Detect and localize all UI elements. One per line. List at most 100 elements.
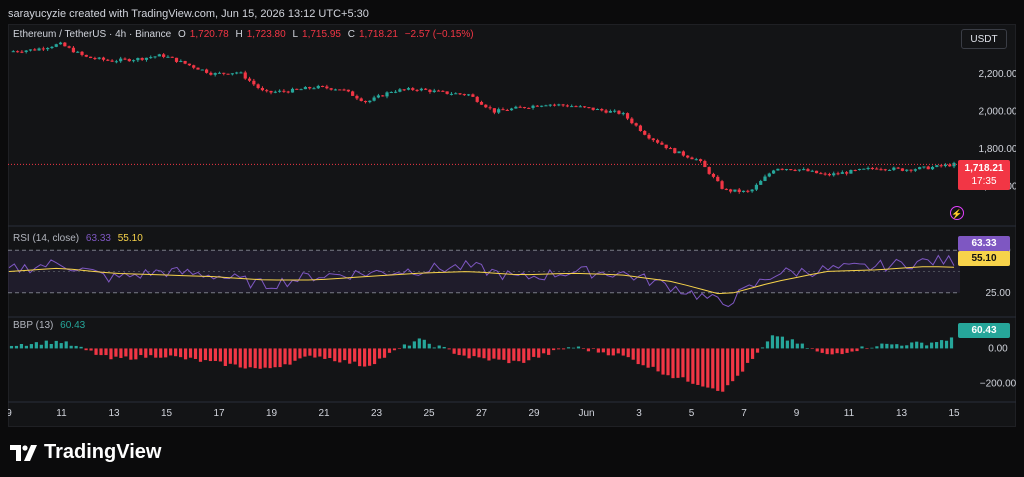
candle-body [381, 95, 385, 97]
bbp-bar [124, 348, 128, 357]
bbp-bar [865, 348, 869, 350]
bbp-bar [641, 348, 645, 366]
candle-body [930, 166, 935, 170]
bbp-bar [89, 348, 93, 351]
close-label: C [347, 29, 355, 40]
candle-body [793, 169, 797, 171]
bbp-bar [109, 348, 113, 360]
bbp-legend-value: 60.43 [60, 320, 86, 331]
time-axis-label: 17 [213, 408, 225, 419]
candle-body [668, 148, 673, 150]
candle-body [385, 92, 389, 97]
tradingview-logo[interactable]: TradingView [10, 441, 161, 464]
candle-body [458, 93, 462, 95]
candle-body [720, 181, 724, 189]
rsi-legend[interactable]: RSI (14, close) 63.33 55.10 [13, 233, 147, 244]
candle-body [806, 169, 810, 172]
bbp-bar [840, 348, 844, 355]
candle-body [509, 108, 514, 111]
logo-text: TradingView [44, 441, 162, 463]
chart-canvas[interactable]: 9 11 13 15 17 19 21 23 25 27 29 Jun 3 5 7 9 11 13 15 2,200.… [8, 24, 1016, 427]
bbp-bar [183, 348, 188, 360]
candle-body [209, 72, 213, 75]
bbp-bar [830, 348, 834, 355]
bbp-bar [427, 343, 431, 349]
candle-body [789, 169, 793, 171]
candle-body [71, 47, 76, 53]
bbp-bar [512, 348, 516, 361]
candle-body [179, 60, 183, 62]
bbp-bar [895, 344, 899, 349]
candle-body [338, 89, 342, 91]
candle-body [11, 51, 15, 53]
bbp-bar [552, 348, 556, 351]
bbp-bar [407, 345, 411, 349]
candle-body [905, 169, 909, 171]
bbp-bar [522, 348, 526, 363]
candle-body [879, 169, 883, 171]
bbp-bar [805, 348, 809, 349]
candle-body [471, 94, 475, 97]
close-value: 1,718.21 [358, 29, 398, 40]
candle-body [767, 173, 771, 177]
candle-body [46, 48, 50, 50]
bbp-bar [119, 348, 123, 358]
time-axis-label: 11 [844, 408, 855, 419]
bbp-bar [363, 348, 367, 367]
bbp-bar [452, 348, 456, 354]
bbp-bar [29, 344, 33, 349]
symbol-name[interactable]: Ethereum / TetherUS · 4h · Binance [13, 29, 172, 40]
candle-body [948, 164, 952, 167]
bbp-bar [134, 348, 138, 360]
bbp-bar [850, 348, 854, 352]
bbp-bar [84, 348, 88, 351]
bbp-bar [527, 348, 531, 361]
candle-body [531, 105, 535, 108]
bbp-bar [79, 346, 83, 349]
candle-body [424, 88, 428, 90]
bbp-bar [691, 348, 695, 384]
bbp-bar [855, 348, 859, 352]
time-axis-label: 7 [741, 408, 747, 419]
bbp-bar [253, 348, 257, 369]
bbp-bar [188, 348, 193, 358]
candle-body [741, 190, 746, 192]
candle-body [836, 173, 840, 175]
lightning-icon[interactable]: ⚡ [950, 206, 964, 220]
candle-body [754, 184, 759, 190]
bbp-title[interactable]: BBP (13) [13, 320, 54, 331]
time-axis-label: 13 [108, 408, 120, 419]
bbp-legend[interactable]: BBP (13) 60.43 [13, 320, 89, 331]
bbp-bar [920, 342, 924, 349]
candle-body [93, 58, 97, 60]
rsi-title[interactable]: RSI (14, close) [13, 233, 80, 244]
bbp-bar [626, 348, 630, 358]
bbp-bar [372, 348, 377, 365]
bbp-bar [556, 348, 561, 350]
bbp-bar [99, 348, 103, 356]
candle-body [711, 173, 716, 177]
candle-body [140, 58, 144, 60]
time-axis-label: 19 [266, 408, 278, 419]
bbp-bar [164, 348, 168, 358]
candle-body [63, 42, 67, 47]
bbp-bar [631, 348, 635, 360]
candle-body [351, 91, 355, 96]
bbp-bar [517, 348, 521, 362]
time-axis-label: 3 [636, 408, 642, 419]
candle-body [359, 98, 363, 101]
bbp-bar [696, 348, 700, 385]
candle-body [355, 95, 359, 99]
rsi-ma-value-tag: 55.10 [958, 251, 1010, 266]
symbol-legend[interactable]: Ethereum / TetherUS · 4h · Binance O 1,72… [13, 29, 478, 40]
candle-body [857, 168, 862, 171]
candle-body [123, 58, 127, 60]
currency-button[interactable]: USDT [961, 29, 1007, 49]
candle-body [187, 63, 192, 66]
bbp-bar [467, 348, 471, 359]
candle-body [183, 60, 187, 64]
attribution-text: sarayucyzie created with TradingView.com… [8, 8, 369, 20]
bbp-bar [213, 348, 218, 361]
candle-body [750, 189, 754, 192]
bbp-bar [755, 348, 760, 353]
